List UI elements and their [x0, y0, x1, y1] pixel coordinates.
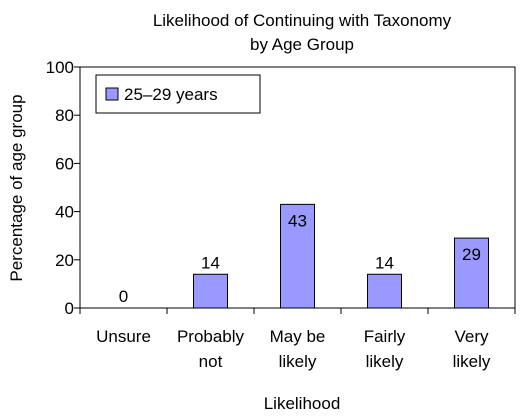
y-tick-label: 40 — [55, 203, 74, 222]
x-tick-label: May be — [270, 327, 326, 346]
y-tick-label: 0 — [65, 299, 74, 318]
bar — [367, 273, 402, 309]
bar — [454, 237, 489, 309]
legend-label: 25–29 years — [124, 85, 218, 104]
x-tick-label: Unsure — [96, 327, 151, 346]
legend-frame — [95, 74, 261, 114]
y-tick-label: 80 — [55, 106, 74, 125]
data-label: 14 — [375, 253, 394, 272]
data-label: 0 — [119, 287, 128, 306]
x-tick-label: Fairly — [364, 327, 406, 346]
legend-swatch — [105, 87, 119, 101]
y-tick-label: 20 — [55, 251, 74, 270]
y-tick-label: 100 — [46, 58, 74, 77]
chart-title-line-1: Likelihood of Continuing with Taxonomy — [153, 11, 452, 30]
x-tick-label: likely — [279, 352, 317, 371]
x-axis-label: Likelihood — [264, 394, 341, 413]
bar — [193, 273, 228, 309]
data-label: 29 — [462, 245, 481, 264]
x-tick-label: likely — [366, 352, 404, 371]
x-tick-label: likely — [453, 352, 491, 371]
bar — [280, 203, 315, 309]
data-label: 14 — [201, 253, 220, 272]
x-tick-label: Very — [454, 327, 489, 346]
legend: 25–29 years — [95, 74, 261, 114]
y-tick-label: 60 — [55, 154, 74, 173]
x-tick-label: Probably — [177, 327, 245, 346]
x-tick-label: not — [199, 352, 223, 371]
plot-area: 0 20 40 60 80 100 Unsure Probably not May be likel… — [46, 58, 516, 371]
y-axis-label: Percentage of age group — [7, 94, 26, 281]
chart-title-line-2: by Age Group — [250, 35, 354, 54]
data-label: 43 — [288, 211, 307, 230]
